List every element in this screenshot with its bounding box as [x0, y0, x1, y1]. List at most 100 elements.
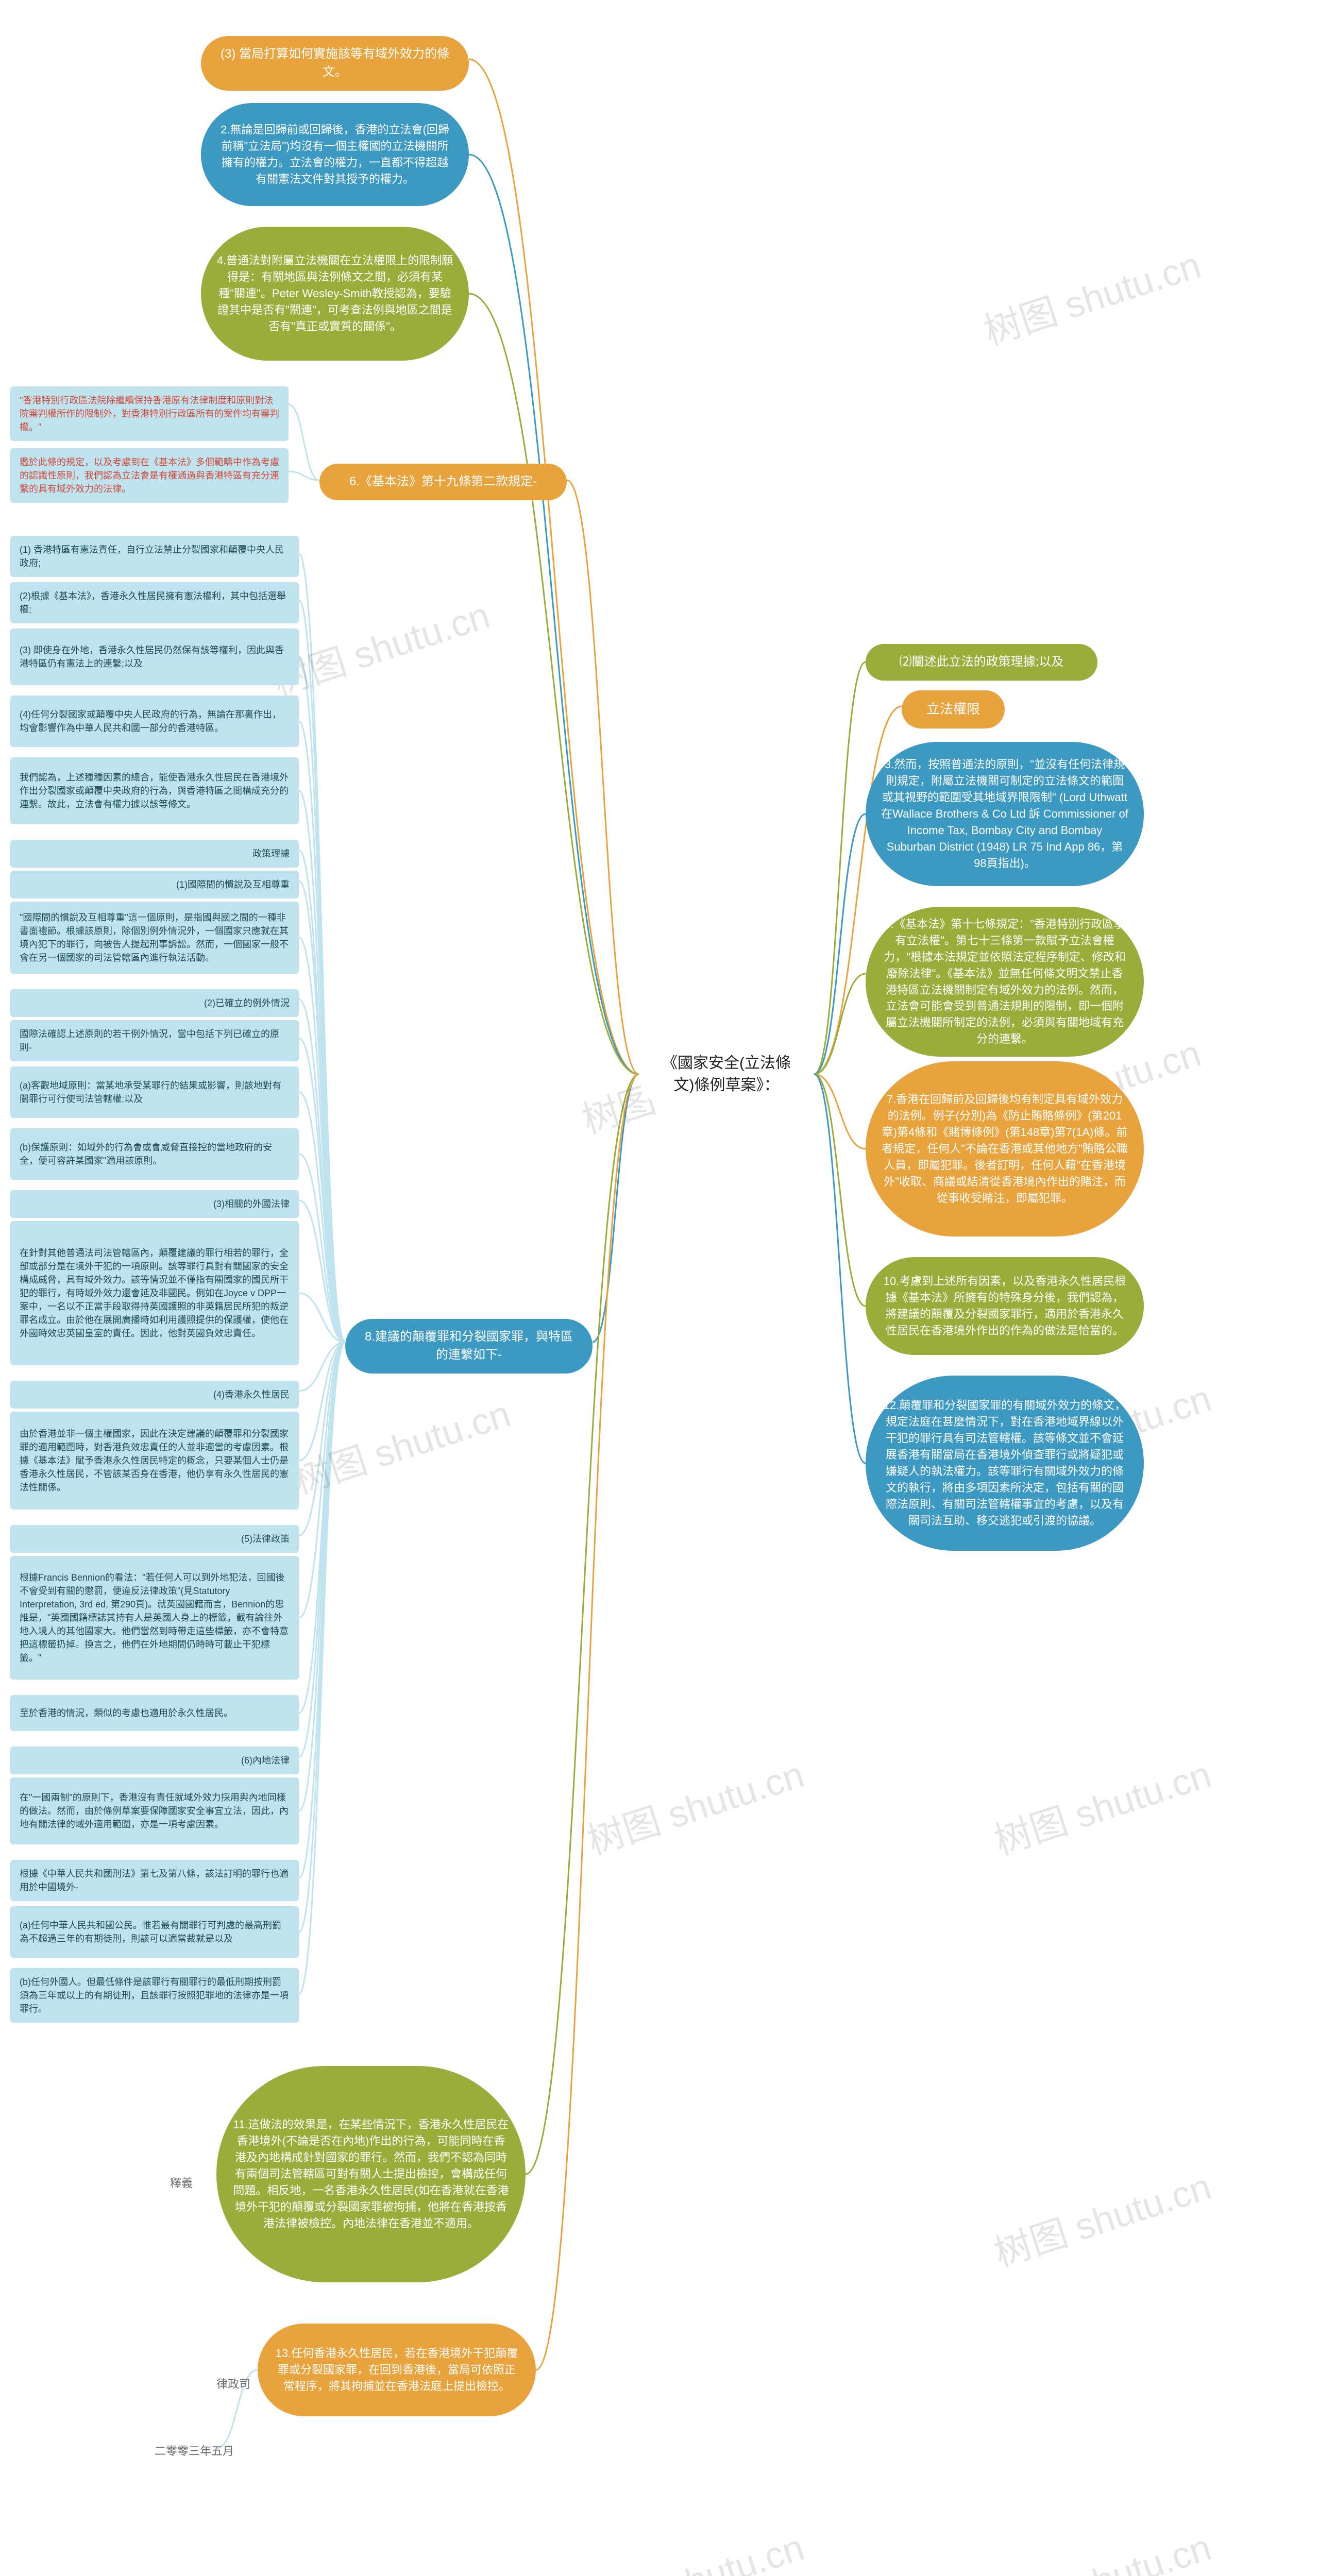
node-text: 6.《基本法》第十九條第二款規定- — [349, 473, 537, 491]
node-s8_22: (a)任何中華人民共和國公民。惟若最有關罪行可判處的最高刑罰為不超過三年的有期徒… — [10, 1906, 299, 1958]
label-lbl_lu: 律政司 — [216, 2375, 250, 2392]
node-s8_6: (1)國際間的慣說及互相尊重 — [10, 871, 299, 899]
node-s8_18: 至於香港的情況，類似的考慮也適用於永久性居民。 — [10, 1695, 299, 1731]
node-r1: ⑵闡述此立法的政策理據;以及 — [866, 644, 1097, 681]
node-text: (a)任何中華人民共和國公民。惟若最有關罪行可判處的最高刑罰為不超過三年的有期徒… — [20, 1919, 290, 1945]
connector — [299, 1342, 345, 1535]
node-text: ⑵闡述此立法的政策理據;以及 — [900, 653, 1064, 671]
node-s8_7: "國際間的慣說及互相尊重"這一個原則，是指國與國之間的一種非書面禮節。根據該原則… — [10, 902, 299, 974]
node-text: 13.任何香港永久性居民，若在香港境外干犯顛覆罪或分裂國家罪，在回到香港後，當局… — [273, 2345, 520, 2395]
node-text: 根據《中華人民共和國刑法》第七及第八條，該法訂明的罪行也適用於中國境外- — [20, 1867, 290, 1894]
node-text: (b)保護原則：如域外的行為會或會威脅直接控的當地政府的安全，便可容許某國家"適… — [20, 1141, 290, 1167]
node-s8_3: (3) 即使身在外地，香港永久性居民仍然保有該等權利，因此與香港特區仍有憲法上的… — [10, 629, 299, 685]
node-text: 8.建議的顛覆罪和分裂國家罪，與特區的連繫如下- — [361, 1328, 577, 1364]
node-text: 我們認為，上述種種因素的總合，能使香港永久性居民在香港境外作出分裂國家或顛覆中央… — [20, 771, 290, 811]
node-text: (b)任何外國人。但最低條件是該罪行有關罪行的最低刑期按刑罰須為三年或以上的有期… — [20, 1975, 290, 2015]
node-s8_14: (4)香港永久性居民 — [10, 1381, 299, 1409]
node-s8_9: 國際法確認上述原則的若干例外情況，當中包括下列已確立的原則- — [10, 1020, 299, 1061]
connector — [469, 59, 639, 1074]
node-text: 12.顛覆罪和分裂國家罪的有關域外效力的條文，規定法庭在甚麼情況下，對在香港地域… — [881, 1397, 1128, 1529]
connector — [289, 471, 319, 480]
node-text: (4)任何分裂國家或顛覆中央人民政府的行為，無論在那裏作出，均會影響作為中華人民… — [20, 708, 290, 735]
node-r6: 10.考慮到上述所有因素，以及香港永久性居民根據《基本法》所擁有的特殊身分後，我… — [866, 1257, 1144, 1355]
root-node: 《國家安全(立法條文)條例草案》： — [639, 1041, 814, 1108]
node-s8_19: (6)內地法律 — [10, 1747, 299, 1774]
connector — [299, 791, 345, 1342]
node-text: (2)已確立的例外情況 — [204, 996, 290, 1010]
node-l2: 2.無論是回歸前或回歸後，香港的立法會(回歸前稱"立法局")均沒有一個主權國的立… — [201, 103, 469, 206]
connector — [536, 1074, 639, 2370]
node-text: (4)香港永久性居民 — [213, 1388, 290, 1401]
node-s8_10: (a)客觀地域原則：當某地承受某罪行的結果或影響，則該地對有關罪行可行使司法管轄… — [10, 1066, 299, 1118]
node-s6a: "香港特別行政區法院除繼續保持香港原有法律制度和原則對法院審判權所作的限制外，對… — [10, 386, 289, 441]
node-text: (3) 當局打算如何實施該等有域外效力的條文。 — [216, 45, 453, 81]
label-lbl_dt: 二零零三年五月 — [155, 2442, 234, 2459]
connector — [289, 404, 319, 480]
connector — [299, 1342, 345, 1932]
node-text: 5.《基本法》第十七條規定："香港特別行政區享有立法權"。第七十三條第一款賦予立… — [881, 916, 1128, 1047]
connector — [299, 600, 345, 1342]
node-s8_1: (1) 香港特區有憲法責任，自行立法禁止分裂國家和顛覆中央人民政府; — [10, 536, 299, 577]
node-s8_15: 由於香港並非一個主權國家，因此在決定建議的顛覆罪和分裂國家罪的適用範圍時，對香港… — [10, 1412, 299, 1510]
node-text: (5)法律政策 — [241, 1532, 290, 1546]
node-s8_11: (b)保護原則：如域外的行為會或會威脅直接控的當地政府的安全，便可容許某國家"適… — [10, 1128, 299, 1180]
node-text: (1) 香港特區有憲法責任，自行立法禁止分裂國家和顛覆中央人民政府; — [20, 543, 290, 570]
node-text: (6)內地法律 — [241, 1754, 290, 1767]
node-s8_5: 我們認為，上述種種因素的總合，能使香港永久性居民在香港境外作出分裂國家或顛覆中央… — [10, 757, 299, 824]
node-s6b: 鑑於此條的規定，以及考慮到在《基本法》多個範疇中作為考慮的認識性原則，我們認為立… — [10, 448, 289, 503]
node-s8_23: (b)任何外國人。但最低條件是該罪行有關罪行的最低刑期按刑罰須為三年或以上的有期… — [10, 1968, 299, 2023]
node-text: (2)根據《基本法》，香港永久性居民擁有憲法權利，其中包括選舉權; — [20, 589, 290, 616]
node-s8_17: 根據Francis Bennion的看法："若任何人可以到外地犯法，回國後不會受… — [10, 1556, 299, 1680]
connector — [814, 814, 866, 1074]
connector — [469, 294, 639, 1074]
node-r2: 立法權限 — [902, 690, 1005, 728]
node-text: 2.無論是回歸前或回歸後，香港的立法會(回歸前稱"立法局")均沒有一個主權國的立… — [216, 122, 453, 188]
node-r7: 12.顛覆罪和分裂國家罪的有關域外效力的條文，規定法庭在甚麼情況下，對在香港地域… — [866, 1376, 1144, 1551]
node-r5: 7.香港在回歸前及回歸後均有制定具有域外效力的法例。例子(分別)為《防止賄賂條例… — [866, 1061, 1144, 1236]
node-s8_12: (3)相關的外國法律 — [10, 1190, 299, 1218]
node-s8_21: 根據《中華人民共和國刑法》第七及第八條，該法訂明的罪行也適用於中國境外- — [10, 1860, 299, 1901]
label-lbl_shi: 釋義 — [170, 2174, 193, 2191]
node-s8_13: 在針對其他普通法司法管轄區內，顛覆建議的罪行相若的罪行，全部或部分是在境外干犯的… — [10, 1221, 299, 1365]
root-text: 《國家安全(立法條文)條例草案》： — [654, 1052, 799, 1097]
connector — [814, 1074, 866, 1463]
node-text: 政策理據 — [252, 847, 290, 860]
node-text: 立法權限 — [926, 700, 980, 719]
connector — [593, 1074, 639, 1342]
node-text: (3)相關的外國法律 — [213, 1197, 290, 1211]
node-text: 11.這做法的效果是，在某些情況下，香港永久性居民在香港境外(不論是否在內地)作… — [232, 2116, 510, 2231]
node-text: (a)客觀地域原則：當某地承受某罪行的結果或影響，則該地對有關罪行可行使司法管轄… — [20, 1079, 290, 1106]
node-s8_2: (2)根據《基本法》，香港永久性居民擁有憲法權利，其中包括選舉權; — [10, 582, 299, 623]
node-text: (1)國際間的慣說及互相尊重 — [176, 878, 290, 891]
connector — [567, 480, 639, 1074]
node-text: 根據Francis Bennion的看法："若任何人可以到外地犯法，回國後不會受… — [20, 1571, 290, 1665]
node-text: 國際法確認上述原則的若干例外情況，當中包括下列已確立的原則- — [20, 1027, 290, 1054]
node-s8: 8.建議的顛覆罪和分裂國家罪，與特區的連繫如下- — [345, 1319, 593, 1374]
node-s8_pol: 政策理據 — [10, 840, 299, 868]
node-s8_16: (5)法律政策 — [10, 1525, 299, 1553]
node-s8_8: (2)已確立的例外情況 — [10, 989, 299, 1017]
node-text: 3.然而，按照普通法的原則，"並沒有任何法律規則規定，附屬立法機關可制定的立法條… — [881, 756, 1128, 871]
node-text: 至於香港的情況，類似的考慮也適用於永久性居民。 — [20, 1706, 233, 1720]
node-r4: 5.《基本法》第十七條規定："香港特別行政區享有立法權"。第七十三條第一款賦予立… — [866, 907, 1144, 1057]
node-text: 在"一國兩制"的原則下，香港沒有責任就域外效力採用與內地同樣的做法。然而，由於條… — [20, 1791, 290, 1831]
node-text: (3) 即使身在外地，香港永久性居民仍然保有該等權利，因此與香港特區仍有憲法上的… — [20, 643, 290, 670]
node-text: 4.普通法對附屬立法機關在立法權限上的限制願得是：有關地區與法例條文之間，必須有… — [216, 252, 453, 334]
node-text: 7.香港在回歸前及回歸後均有制定具有域外效力的法例。例子(分別)為《防止賄賂條例… — [881, 1091, 1128, 1206]
node-n13: 13.任何香港永久性居民，若在香港境外干犯顛覆罪或分裂國家罪，在回到香港後，當局… — [258, 2324, 536, 2416]
node-text: "國際間的慣說及互相尊重"這一個原則，是指國與國之間的一種非書面禮節。根據該原則… — [20, 911, 290, 964]
node-text: "香港特別行政區法院除繼續保持香港原有法律制度和原則對法院審判權所作的限制外，對… — [20, 394, 279, 434]
connector — [814, 662, 866, 1074]
node-l1: (3) 當局打算如何實施該等有域外效力的條文。 — [201, 36, 469, 91]
node-s8_4: (4)任何分裂國家或顛覆中央人民政府的行為，無論在那裏作出，均會影響作為中華人民… — [10, 696, 299, 747]
node-l3: 4.普通法對附屬立法機關在立法權限上的限制願得是：有關地區與法例條文之間，必須有… — [201, 227, 469, 361]
node-n11: 11.這做法的效果是，在某些情況下，香港永久性居民在香港境外(不論是否在內地)作… — [216, 2066, 526, 2282]
node-text: 10.考慮到上述所有因素，以及香港永久性居民根據《基本法》所擁有的特殊身分後，我… — [881, 1273, 1128, 1339]
node-s6: 6.《基本法》第十九條第二款規定- — [319, 464, 567, 500]
node-r3: 3.然而，按照普通法的原則，"並沒有任何法律規則規定，附屬立法機關可制定的立法條… — [866, 742, 1144, 886]
connector — [526, 1074, 639, 2174]
node-s8_20: 在"一國兩制"的原則下，香港沒有責任就域外效力採用與內地同樣的做法。然而，由於條… — [10, 1777, 299, 1844]
node-text: 由於香港並非一個主權國家，因此在決定建議的顛覆罪和分裂國家罪的適用範圍時，對香港… — [20, 1427, 290, 1494]
node-text: 在針對其他普通法司法管轄區內，顛覆建議的罪行相若的罪行，全部或部分是在境外干犯的… — [20, 1246, 290, 1341]
connector — [299, 657, 345, 1342]
